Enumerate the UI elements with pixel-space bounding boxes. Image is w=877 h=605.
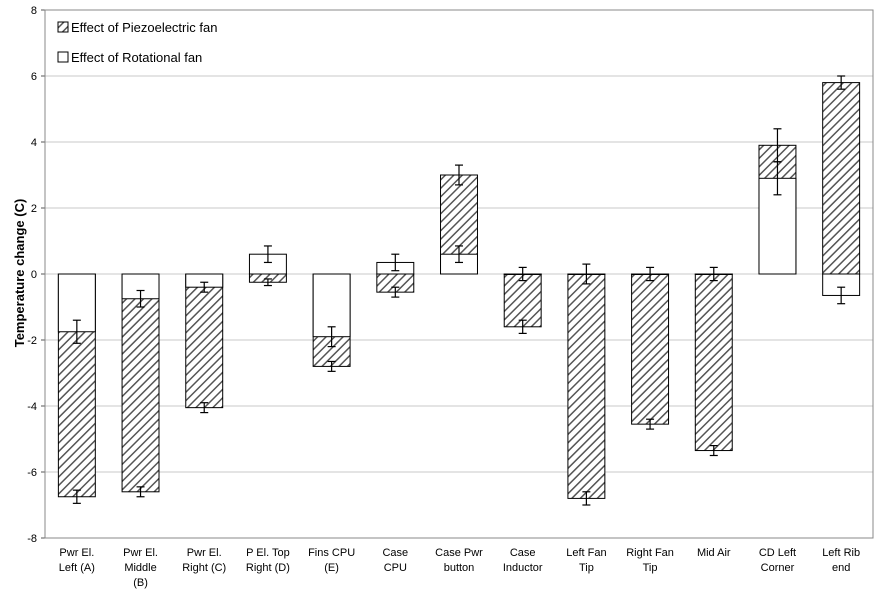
error-bar-rotational <box>391 253 400 272</box>
bar-piezoelectric <box>503 273 542 328</box>
x-tick-label: CD Left <box>759 547 796 559</box>
x-tick-label: Inductor <box>503 562 543 574</box>
error-bar-piezoelectric <box>582 491 591 506</box>
legend-swatch <box>57 21 69 33</box>
x-tick-label: Left (A) <box>59 562 95 574</box>
error-bar-rotational <box>72 319 81 344</box>
y-tick-label: -6 <box>27 467 37 479</box>
y-tick-label: 4 <box>31 137 37 149</box>
x-tick-label: Right Fan <box>626 547 674 559</box>
legend-swatch <box>57 51 69 63</box>
error-bar-piezoelectric <box>327 360 336 372</box>
error-bar-piezoelectric <box>136 486 145 498</box>
x-tick-label: P El. Top <box>246 547 290 559</box>
error-bar-rotational <box>518 266 527 282</box>
x-tick-label: CPU <box>384 562 407 574</box>
y-tick-label: -2 <box>27 335 37 347</box>
error-bar-rotational <box>709 266 718 282</box>
error-bar-piezoelectric <box>391 286 400 298</box>
x-tick-label: Corner <box>761 562 795 574</box>
plot-border <box>44 9 874 539</box>
x-tick-label: Case <box>382 547 408 559</box>
x-tick-label: (B) <box>133 577 148 589</box>
x-tick-label: Pwr El. <box>187 547 222 559</box>
x-tick-label: Case <box>510 547 536 559</box>
bar-piezoelectric <box>185 273 224 409</box>
y-tick-label: 0 <box>31 269 37 281</box>
bars-layer <box>57 75 861 506</box>
bar-piezoelectric <box>822 82 861 275</box>
x-tick-label: end <box>832 562 850 574</box>
x-tick-label: Left Fan <box>566 547 606 559</box>
bar-piezoelectric <box>694 273 733 452</box>
legend-background <box>52 12 280 74</box>
y-tick-label: 2 <box>31 203 37 215</box>
x-tick-label: Right (D) <box>246 562 290 574</box>
x-tick-label: Fins CPU <box>308 547 355 559</box>
x-tick-label: Mid Air <box>697 547 731 559</box>
error-bar-rotational <box>200 281 209 293</box>
error-bar-rotational <box>646 266 655 282</box>
x-tick-label: Left Rib <box>822 547 860 559</box>
y-tick-label: -4 <box>27 401 37 413</box>
legend-label: Effect of Rotational fan <box>71 50 202 65</box>
error-bar-piezoelectric <box>518 319 527 334</box>
error-bar-rotational <box>582 263 591 285</box>
error-bar-piezoelectric <box>72 489 81 504</box>
x-tick-label: Middle <box>124 562 156 574</box>
error-bar-rotational <box>327 326 336 348</box>
error-bar-piezoelectric <box>263 278 272 287</box>
error-bar-rotational <box>837 286 846 305</box>
error-bar-rotational <box>136 289 145 308</box>
legend-item-rotational: Effect of Rotational fan <box>57 50 202 65</box>
axis-layer: -8 -6 -4 -2 0 2 4 6 8 Pwr El. Left (A) Pwr El. Middl… <box>27 5 874 589</box>
legend-item-piezoelectric: Effect of Piezoelectric fan <box>57 20 217 35</box>
x-tick-label: Tip <box>579 562 594 574</box>
x-tick-label: Case Pwr <box>435 547 483 559</box>
x-tick-label: Pwr El. <box>123 547 158 559</box>
x-tick-label: (E) <box>324 562 339 574</box>
error-bar-rotational <box>263 245 272 264</box>
y-axis-label: Temperature change (C) <box>12 199 27 348</box>
x-tick-label: button <box>444 562 475 574</box>
error-bar-rotational <box>455 245 463 264</box>
x-tick-label: Tip <box>643 562 658 574</box>
legend: Effect of Piezoelectric fan Effect of Rot… <box>52 12 280 74</box>
y-tick-label: 8 <box>31 5 37 17</box>
bar-piezoelectric <box>121 273 160 493</box>
bar-piezoelectric <box>567 273 606 499</box>
error-bar-piezoelectric <box>837 75 846 90</box>
bar-piezoelectric <box>631 273 670 425</box>
error-bar-piezoelectric <box>646 418 655 430</box>
error-bar-piezoelectric <box>200 402 209 414</box>
error-bar-piezoelectric <box>709 445 718 457</box>
x-tick-label: Pwr El. <box>59 547 94 559</box>
error-bar-piezoelectric <box>455 164 463 186</box>
error-bar-rotational <box>773 161 782 196</box>
x-tick-label: Right (C) <box>182 562 226 574</box>
y-tick-label: -8 <box>27 533 37 545</box>
y-tick-label: 6 <box>31 71 37 83</box>
legend-label: Effect of Piezoelectric fan <box>71 20 217 35</box>
